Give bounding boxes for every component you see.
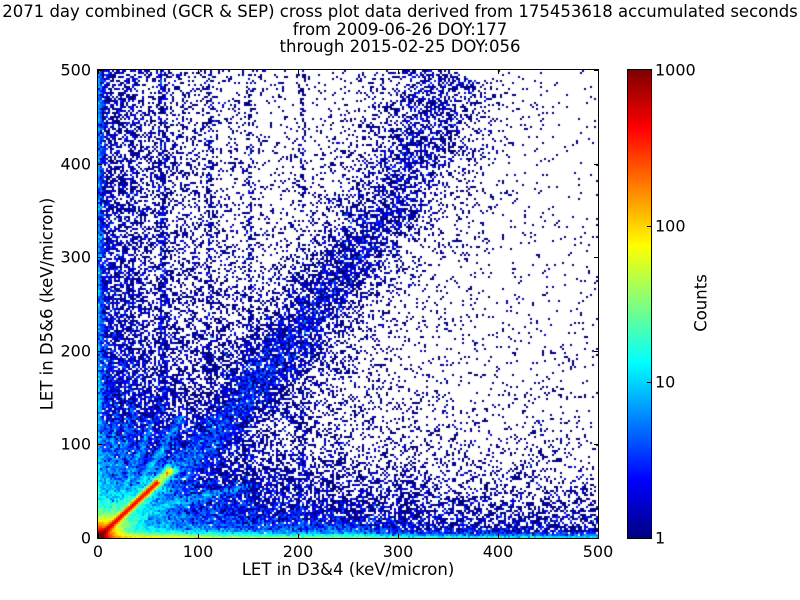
tick-mark (298, 70, 299, 74)
tick-mark (594, 444, 598, 446)
tick-mark (98, 70, 102, 71)
colorbar-tick-label: 10 (655, 372, 676, 392)
title-line-1: 2071 day combined (GCR & SEP) cross plot… (2, 2, 798, 21)
plot-canvas (98, 70, 598, 538)
tick-mark (398, 70, 399, 74)
title-line-2: from 2009-06-26 DOY:177 (292, 19, 508, 39)
tick-mark (298, 534, 299, 538)
x-tick-label: 0 (92, 542, 104, 561)
x-tick-label: 100 (182, 542, 214, 561)
y-axis-label: LET in D5&6 (keV/micron) (37, 197, 57, 411)
y-tick-label: 0 (80, 528, 91, 548)
tick-mark (498, 534, 499, 538)
tick-mark (598, 534, 599, 538)
y-tick-label: 500 (60, 60, 91, 80)
tick-mark (98, 444, 102, 446)
tick-mark (594, 257, 598, 259)
colorbar-tick-mark (647, 226, 651, 227)
tick-mark (594, 70, 598, 71)
x-axis-label: LET in D3&4 (keV/micron) (241, 560, 455, 579)
colorbar-label: Counts (691, 274, 711, 332)
tick-mark (98, 350, 102, 352)
tick-mark (98, 257, 102, 259)
tick-mark (98, 538, 102, 539)
tick-mark (594, 538, 598, 539)
x-tick-label: 400 (482, 542, 514, 561)
tick-mark (594, 163, 598, 165)
colorbar-tick-label: 1000 (655, 60, 696, 80)
tick-mark (98, 534, 99, 538)
y-tick-label: 400 (60, 154, 91, 174)
x-tick-label: 200 (282, 542, 314, 561)
colorbar-tick-mark (647, 382, 651, 383)
tick-mark (98, 70, 99, 74)
tick-mark (98, 163, 102, 165)
plot-area-border (97, 69, 599, 539)
chart-title: 2071 day combined (GCR & SEP) cross plot… (0, 3, 800, 56)
x-tick-label: 500 (582, 542, 614, 561)
tick-mark (498, 70, 499, 74)
y-tick-label: 100 (60, 434, 91, 454)
colorbar-tick-label: 100 (655, 216, 686, 236)
title-line-3: through 2015-02-25 DOY:056 (279, 37, 521, 56)
x-tick-label: 300 (382, 542, 414, 561)
colorbar (627, 69, 652, 539)
tick-mark (198, 534, 199, 538)
y-tick-label: 300 (60, 247, 91, 267)
tick-mark (198, 70, 199, 74)
tick-mark (594, 350, 598, 352)
colorbar-tick-label: 1 (655, 528, 666, 548)
y-tick-label: 200 (60, 341, 91, 361)
tick-mark (398, 534, 399, 538)
tick-mark (598, 70, 599, 74)
